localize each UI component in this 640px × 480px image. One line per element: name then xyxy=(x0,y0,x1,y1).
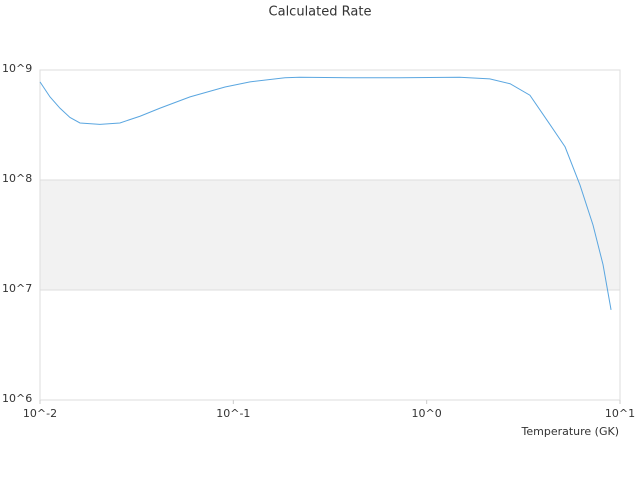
y-tick-label: 10^9 xyxy=(2,62,32,75)
y-tick-label: 10^7 xyxy=(2,282,32,295)
data-line xyxy=(39,76,612,310)
chart-title: Calculated Rate xyxy=(269,5,372,20)
x-tick-label: 10^-1 xyxy=(216,407,250,420)
grid-band xyxy=(40,180,620,290)
y-tick-label: 10^8 xyxy=(2,172,32,185)
x-axis-label: Temperature (GK) xyxy=(521,425,620,438)
x-tick-label: 10^-2 xyxy=(23,407,57,420)
x-tick-label: 10^0 xyxy=(412,407,442,420)
x-tick-label: 10^1 xyxy=(605,407,635,420)
y-tick-label: 10^6 xyxy=(2,392,32,405)
